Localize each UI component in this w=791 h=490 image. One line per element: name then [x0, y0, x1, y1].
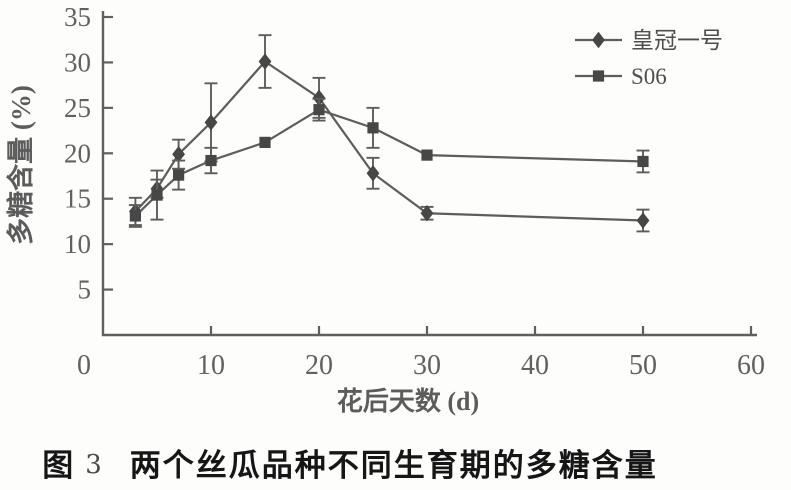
diamond-marker	[172, 145, 185, 163]
x-tick-label: 10	[197, 350, 225, 381]
diamond-marker	[366, 165, 380, 182]
x-tick-label: 60	[737, 350, 765, 381]
axes-frame	[101, 11, 757, 337]
diamond-marker	[204, 114, 218, 131]
diamond-marker	[420, 205, 434, 222]
polysaccharide-line-chart: 0 10 20 30 40 50 60 5 10 15 20 25 30 35 花后天数 (d) 多糖含量 (…	[5, 2, 765, 416]
legend-item-s06: S06	[575, 64, 667, 89]
square-marker	[313, 104, 325, 116]
y-tick-label: 25	[64, 93, 91, 123]
legend-item-huangguan-yihao: 皇冠一号	[575, 28, 723, 53]
series-s06	[128, 97, 650, 228]
legend-label-huangguan-yihao: 皇冠一号	[631, 28, 723, 53]
x-tick-label: 50	[629, 350, 657, 381]
x-tick-label: 30	[413, 350, 441, 381]
square-marker	[637, 155, 649, 168]
x-tick-label: 20	[305, 350, 333, 381]
y-axis-label: 多糖含量 (%)	[5, 85, 36, 245]
square-marker	[259, 136, 271, 148]
caption-title-text: 两个丝瓜品种不同生育期的多糖含量	[129, 448, 658, 483]
square-marker	[129, 210, 141, 222]
square-marker	[421, 149, 433, 161]
square-marker	[367, 122, 379, 134]
figure-caption: 图 3 两个丝瓜品种不同生育期的多糖含量	[0, 440, 700, 485]
caption-figure-word: 图	[42, 448, 76, 483]
y-tick-label: 5	[78, 275, 92, 305]
y-tick-label: 20	[64, 138, 91, 168]
diamond-marker	[592, 31, 605, 49]
y-tick-label: 30	[64, 47, 91, 77]
legend-label-s06: S06	[631, 64, 667, 89]
y-tick-label: 35	[64, 2, 91, 32]
y-tick-label: 15	[64, 184, 91, 214]
square-marker	[205, 154, 217, 167]
square-marker	[592, 70, 605, 82]
x-tick-label: 0	[77, 350, 91, 381]
x-axis-label: 花后天数 (d)	[337, 387, 479, 416]
square-marker	[173, 169, 185, 181]
caption-figure-number: 3	[85, 450, 102, 480]
series-huangguan-yihao	[128, 34, 650, 233]
y-tick-label: 10	[64, 229, 91, 259]
diamond-marker	[258, 53, 272, 70]
diamond-marker	[636, 212, 650, 229]
square-marker	[151, 189, 163, 201]
x-tick-label: 40	[521, 350, 549, 381]
